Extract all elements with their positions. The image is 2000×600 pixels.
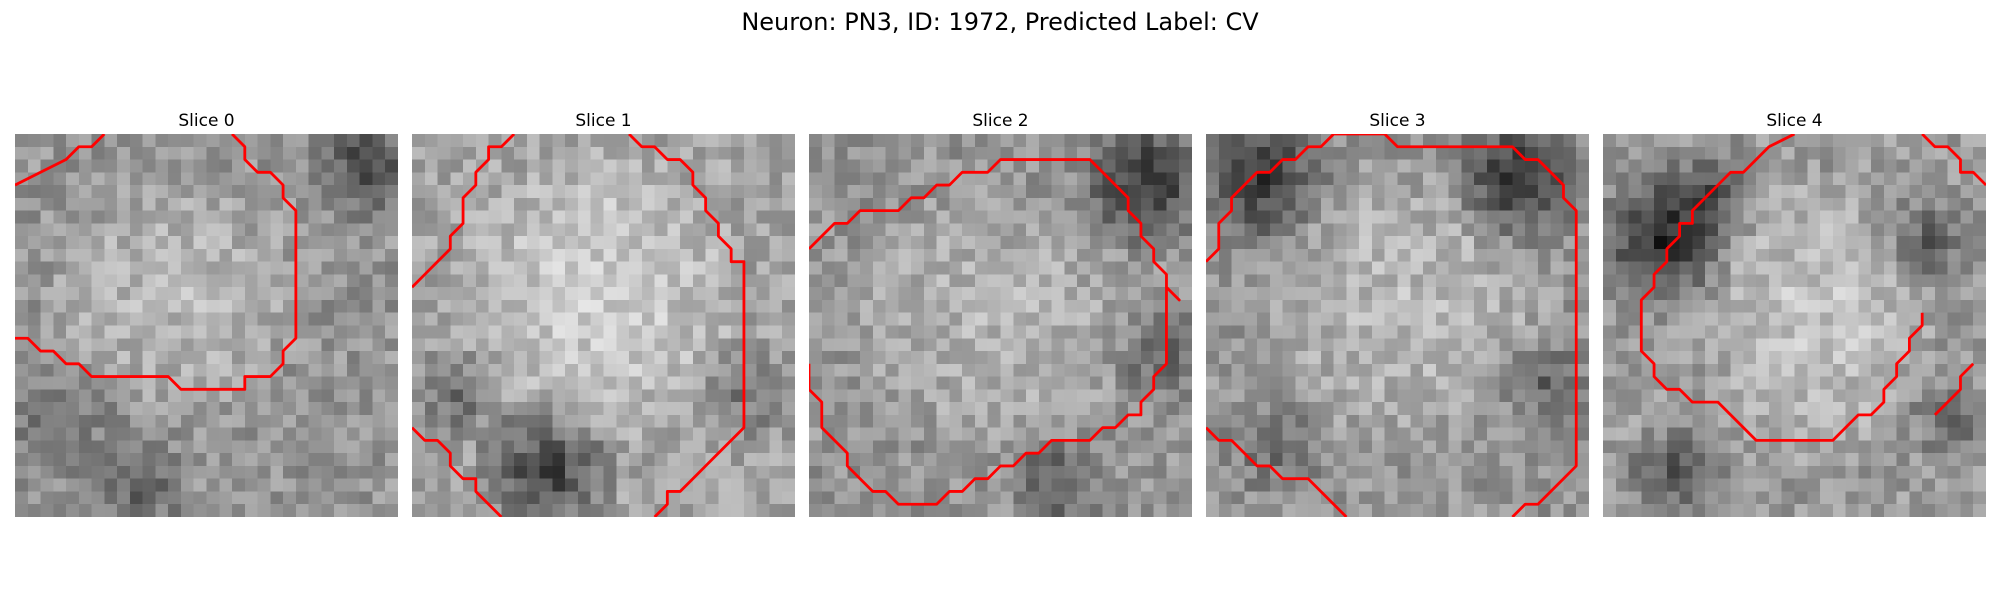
slice-image-1 bbox=[412, 134, 795, 517]
contour-line-1 bbox=[628, 134, 746, 517]
slice-image-2 bbox=[809, 134, 1192, 517]
slice-panel-2: Slice 2 bbox=[809, 108, 1192, 517]
contour-line-1 bbox=[15, 134, 298, 391]
slice-title-0: Slice 0 bbox=[178, 111, 235, 131]
contour-line-0 bbox=[809, 158, 1181, 506]
slice-image-4 bbox=[1603, 134, 1986, 517]
pixel-grid bbox=[1206, 134, 1589, 517]
figure-title: Neuron: PN3, ID: 1972, Predicted Label: … bbox=[741, 8, 1259, 36]
slice-image-3 bbox=[1206, 134, 1589, 517]
slice-title-3: Slice 3 bbox=[1369, 111, 1426, 131]
slice-panel-0: Slice 0 bbox=[15, 108, 398, 517]
pixel-grid bbox=[15, 134, 398, 517]
contour-line-1 bbox=[1206, 426, 1348, 517]
slice-title-4: Slice 4 bbox=[1766, 111, 1823, 131]
contour-line-2 bbox=[1933, 362, 1975, 416]
contour-line-0 bbox=[1206, 134, 1578, 517]
contour-line-1 bbox=[1921, 134, 1986, 187]
slice-panel-1: Slice 1 bbox=[412, 108, 795, 517]
contour-line-0 bbox=[412, 134, 516, 289]
contour-line-0 bbox=[1639, 134, 1924, 442]
pixel-grid bbox=[1603, 134, 1986, 517]
slice-title-1: Slice 1 bbox=[575, 111, 632, 131]
contour-line-2 bbox=[412, 426, 503, 517]
slice-image-0 bbox=[15, 134, 398, 517]
slice-panel-4: Slice 4 bbox=[1603, 108, 1986, 517]
slice-panel-3: Slice 3 bbox=[1206, 108, 1589, 517]
pixel-grid bbox=[809, 134, 1192, 517]
slice-title-2: Slice 2 bbox=[972, 111, 1029, 131]
contour-line-0 bbox=[15, 134, 106, 187]
